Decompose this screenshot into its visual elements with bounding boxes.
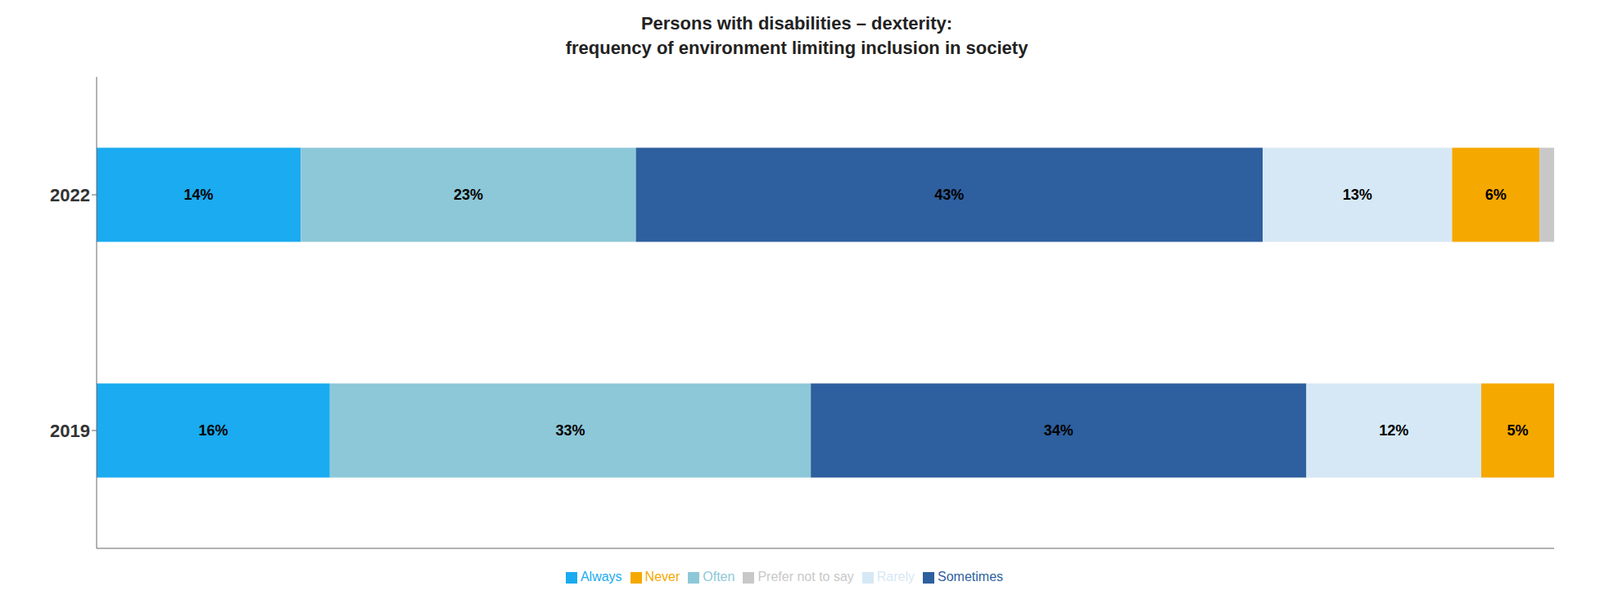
svg-text:34%: 34% xyxy=(1044,422,1074,439)
svg-text:43%: 43% xyxy=(934,186,964,204)
svg-text:2022: 2022 xyxy=(49,185,91,206)
svg-text:23%: 23% xyxy=(453,186,484,204)
svg-text:33%: 33% xyxy=(555,422,585,439)
html-text:Often: Often xyxy=(702,569,735,584)
html-text:Never: Never xyxy=(644,569,680,584)
svg-text:14%: 14% xyxy=(184,186,214,204)
svg-text:12%: 12% xyxy=(1378,422,1409,439)
svg-text:13%: 13% xyxy=(1342,186,1373,204)
html-text:Prefer not to say: Prefer not to say xyxy=(757,569,854,584)
svg-text:5%: 5% xyxy=(1506,422,1528,439)
svg-text:6%: 6% xyxy=(1485,186,1507,204)
html-text:Rarely: Rarely xyxy=(876,569,915,584)
html-text:Sometimes: Sometimes xyxy=(937,569,1004,584)
html-text:Always: Always xyxy=(580,569,622,584)
svg-text:2019: 2019 xyxy=(49,420,91,442)
html-text:Persons with disabilities – de: Persons with disabilities – dexterity: f… xyxy=(565,13,1028,59)
svg-text:16%: 16% xyxy=(198,422,228,439)
